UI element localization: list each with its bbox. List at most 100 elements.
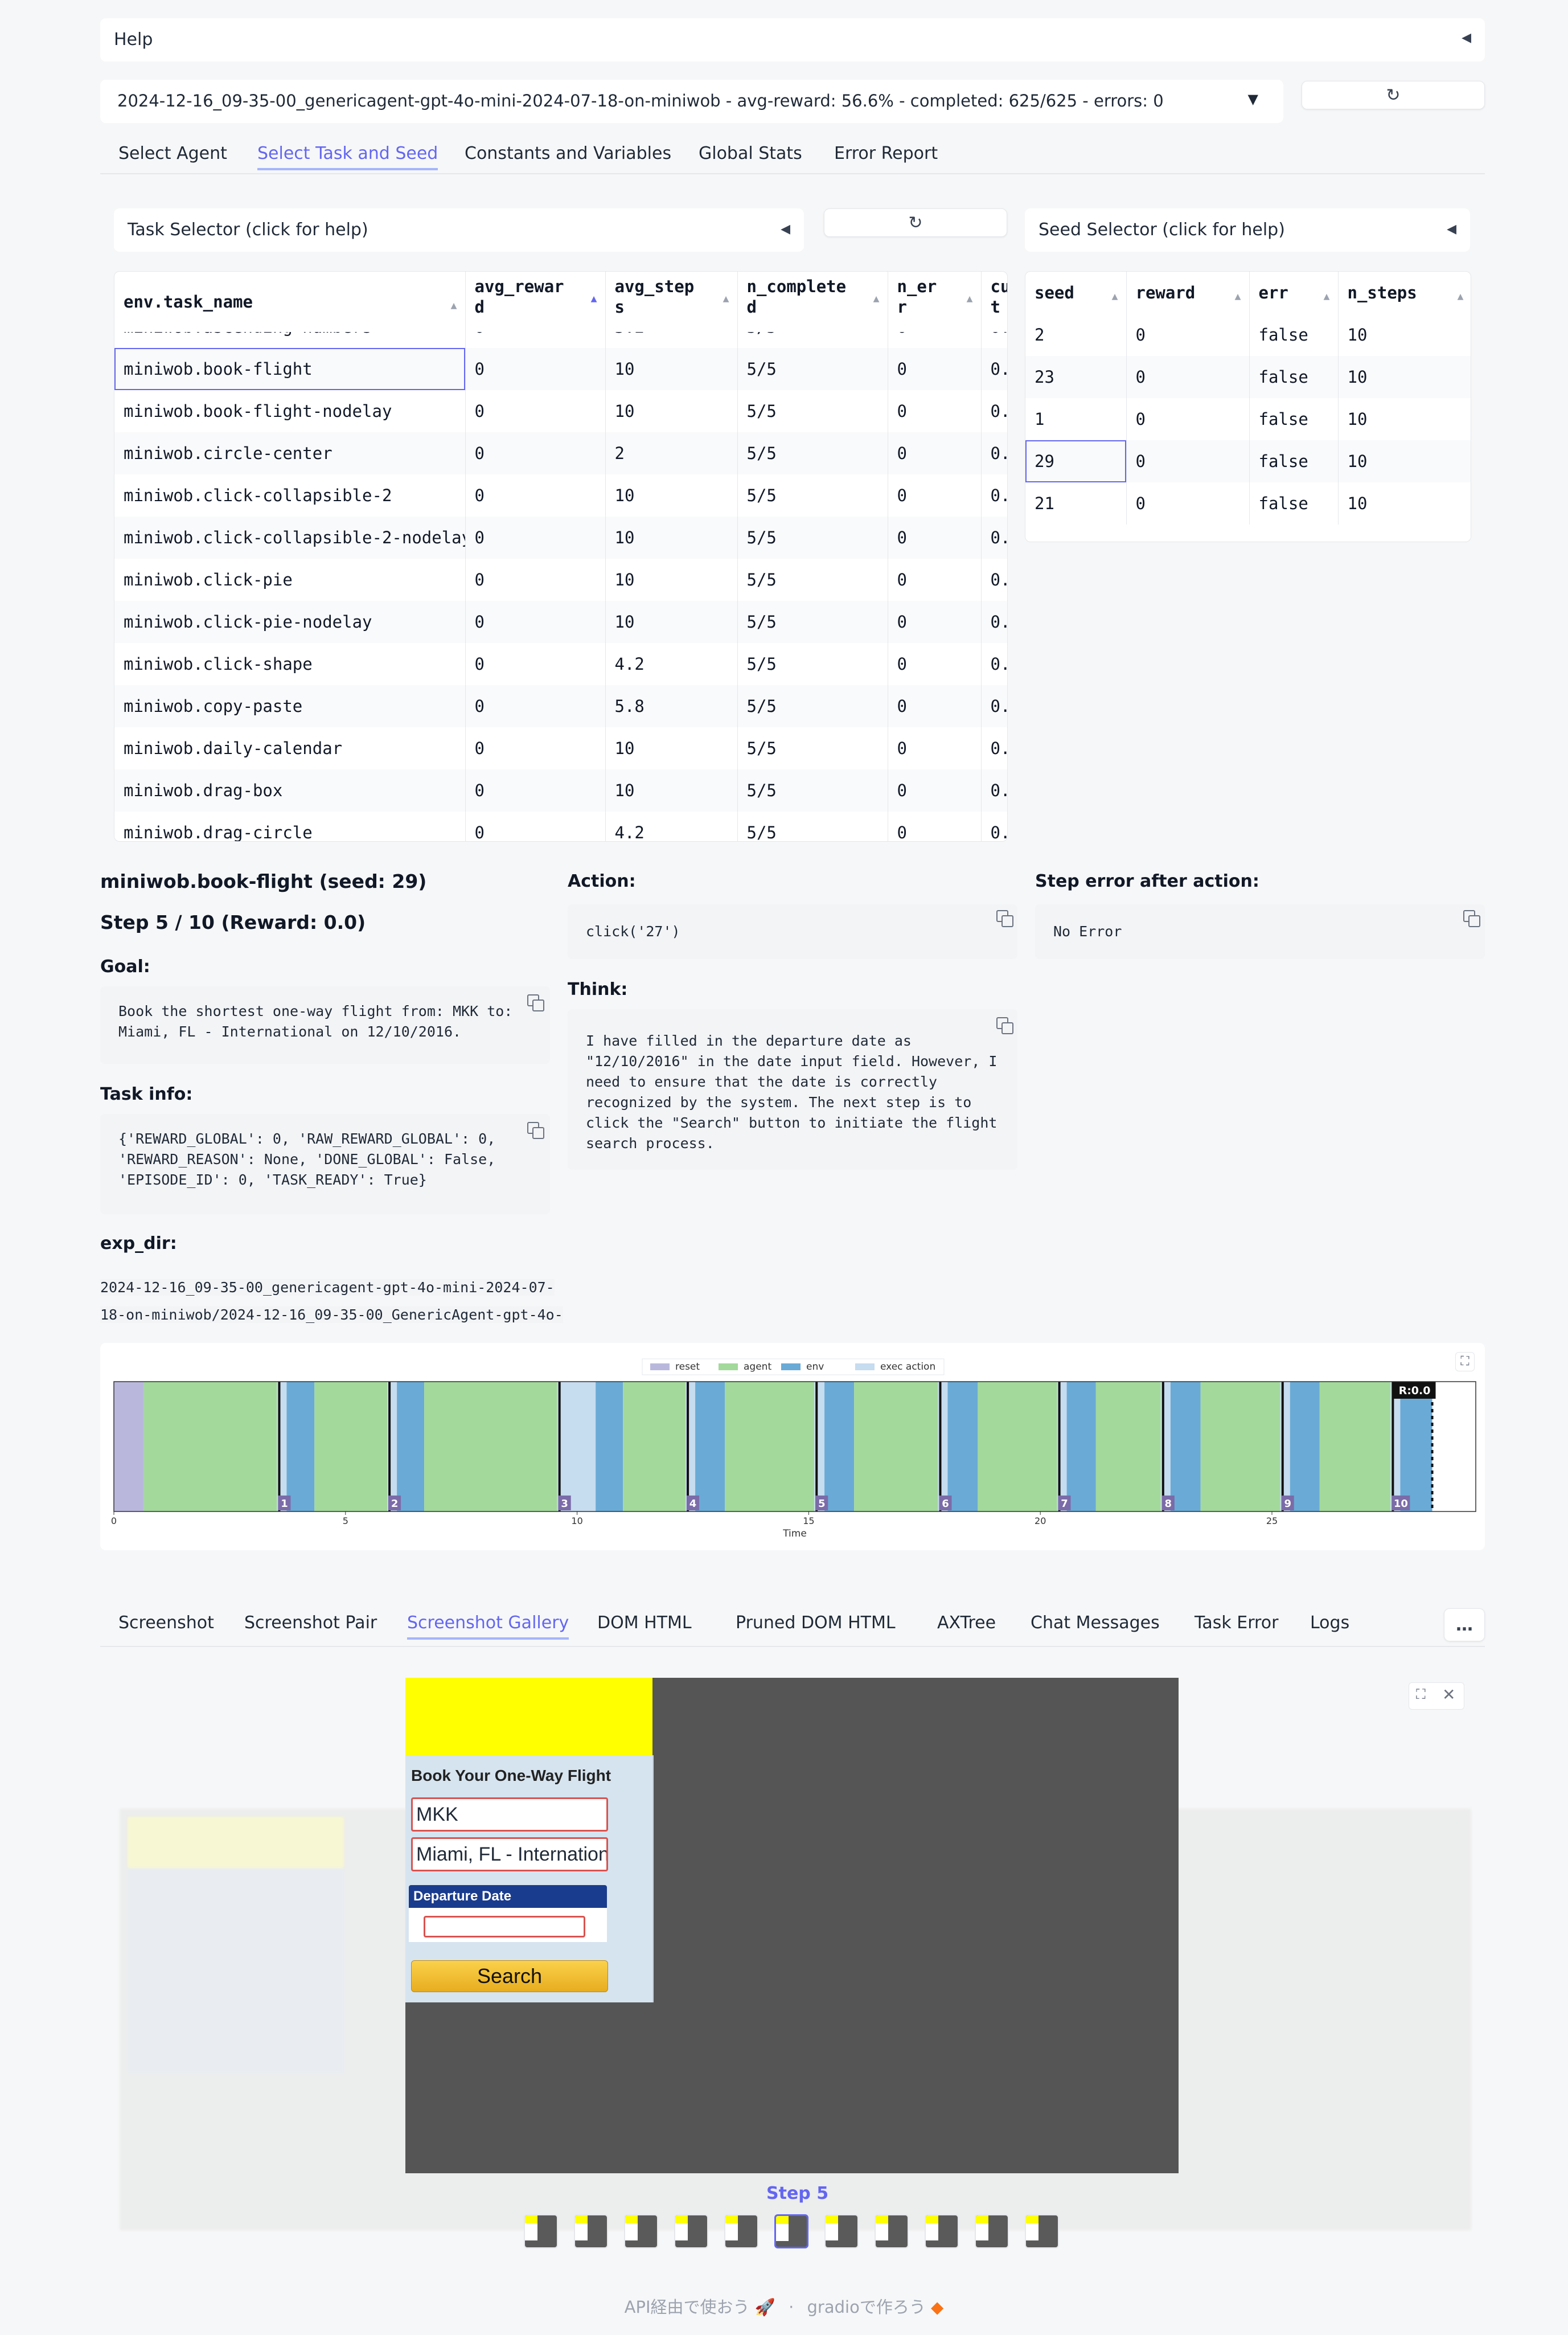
gallery-thumbnail[interactable] [1025,2214,1059,2248]
gallery-thumbnail[interactable] [524,2214,558,2248]
gallery-thumbnail[interactable] [824,2214,859,2248]
table-cell: 2 [1025,314,1127,356]
gallery-thumbnail[interactable] [975,2214,1009,2248]
copy-goal-icon[interactable] [527,994,544,1011]
task-info-label: Task info: [100,1084,193,1104]
table-cell: 3.2 [605,332,738,348]
tab-constants-and-variables[interactable]: Constants and Variables [465,144,672,163]
table-cell: miniwob.ascending-numbers [114,332,466,348]
thumbnail-form-area [926,2223,938,2240]
api-link[interactable]: API経由で使おう [624,2297,750,2317]
copy-task-info-icon[interactable] [527,1122,544,1139]
gallery-thumbnail[interactable] [724,2214,758,2248]
x-axis-label: Time [782,1528,807,1539]
step-error-label: Step error after action: [1035,871,1259,891]
sort-icon[interactable]: ▲ [723,293,729,305]
table-row[interactable]: miniwob.ascending-numbers03.25/500. [114,332,1007,348]
table-cell: 10 [1338,440,1471,482]
sort-icon[interactable]: ▲ [450,300,457,312]
gradio-link[interactable]: gradioで作ろう [807,2297,926,2317]
thumbnail-query-area [926,2215,938,2223]
tab-task-error[interactable]: Task Error [1195,1613,1279,1633]
tab-global-stats[interactable]: Global Stats [699,144,802,163]
tab-dom-html[interactable]: DOM HTML [597,1613,692,1633]
gallery-thumbnail[interactable] [674,2214,708,2248]
column-header-cum_t[interactable]: cut [981,272,1007,332]
sort-icon[interactable]: ▲ [1111,290,1118,302]
refresh-icon: ↻ [1386,85,1401,105]
sort-icon[interactable]: ▲ [873,293,880,305]
tab-screenshot-gallery[interactable]: Screenshot Gallery [407,1613,569,1640]
tab-select-task-and-seed[interactable]: Select Task and Seed [257,144,438,170]
fullscreen-icon[interactable]: ⛶ [1416,1686,1426,1702]
tab-pruned-dom-html[interactable]: Pruned DOM HTML [736,1613,896,1633]
column-header-n_steps[interactable]: n_steps ▲ [1338,272,1471,314]
table-row[interactable]: 29 0 false 10 [1025,440,1471,482]
column-header-n_err[interactable]: n_er r ▲ [888,272,982,332]
tab-chat-messages[interactable]: Chat Messages [1031,1613,1160,1633]
segment-agent [1095,1382,1161,1511]
to-input-value: Miami, FL - International [416,1844,608,1865]
step-marker-badge [1281,1496,1294,1510]
table-row[interactable]: 21 0 false 10 [1025,482,1471,525]
close-icon[interactable]: ✕ [1442,1685,1456,1704]
sort-icon[interactable]: ▲ [1234,290,1241,302]
table-cell: miniwob.click-collapsible-2 [114,474,466,517]
refresh-experiments-button[interactable]: ↻ [1302,81,1485,109]
column-header-env.task_name[interactable]: env.task_name ▲ [114,272,466,332]
column-header-avg_reward[interactable]: avg_rewar d ▲ [465,272,606,332]
sort-icon[interactable]: ▲ [966,293,973,305]
seed-selector-accordion[interactable]: Seed Selector (click for help) ◀ [1025,208,1470,252]
gallery-thumbnail[interactable] [925,2214,959,2248]
column-header-avg_steps[interactable]: avg_step s ▲ [605,272,738,332]
copy-error-icon[interactable] [1463,910,1480,927]
fullscreen-icon[interactable]: ⛶ [1455,1352,1475,1371]
table-row[interactable]: miniwob.click-collapsible-2-nodelay 0 10 5/… [114,517,1007,559]
column-header-seed[interactable]: seed ▲ [1025,272,1127,314]
copy-action-icon[interactable] [996,910,1013,927]
tab-axtree[interactable]: AXTree [937,1613,996,1633]
experiment-dropdown[interactable]: 2024-12-16_09-35-00_genericagent-gpt-4o-… [100,80,1283,123]
gallery-thumbnail[interactable] [624,2214,658,2248]
tab-screenshot-pair[interactable]: Screenshot Pair [244,1613,377,1633]
table-row[interactable]: 23 0 false 10 [1025,356,1471,398]
sort-icon[interactable]: ▲ [1323,290,1330,302]
column-header-reward[interactable]: reward ▲ [1126,272,1250,314]
refresh-tasks-button[interactable]: ↻ [824,208,1007,237]
segment-agent [1200,1382,1280,1511]
table-row[interactable]: 2 0 false 10 [1025,314,1471,356]
segment-agent [143,1382,277,1511]
sort-icon[interactable]: ▲ [1457,290,1464,302]
task-selector-accordion[interactable]: Task Selector (click for help) ◀ [114,208,804,252]
help-accordion[interactable]: Help ◀ [100,18,1485,62]
tab-logs[interactable]: Logs [1310,1613,1350,1633]
tab-error-report[interactable]: Error Report [834,144,938,163]
column-header-err[interactable]: err ▲ [1249,272,1339,314]
task-table-body-viewport: miniwob.ascending-numbers03.25/500.miniw… [114,332,1007,841]
more-tabs-button[interactable]: … [1444,1608,1485,1641]
sort-icon[interactable]: ▲ [590,293,597,305]
gallery-thumbnail[interactable] [774,2214,808,2248]
gallery-main-image[interactable]: Book Your One-Way Flight MKK Miami, FL -… [405,1678,1179,2173]
table-row[interactable]: 1 0 false 10 [1025,398,1471,440]
thumbnail-form-area [976,2223,988,2240]
step-marker-badge [278,1496,291,1510]
copy-think-icon[interactable] [996,1017,1013,1034]
tab-screenshot[interactable]: Screenshot [118,1613,214,1633]
gallery-thumbnail[interactable] [574,2214,608,2248]
gallery-thumbnail[interactable] [875,2214,909,2248]
table-cell: 21 [1025,482,1127,525]
column-header-n_completed[interactable]: n_complete d ▲ [737,272,888,332]
tab-select-agent[interactable]: Select Agent [118,144,227,163]
